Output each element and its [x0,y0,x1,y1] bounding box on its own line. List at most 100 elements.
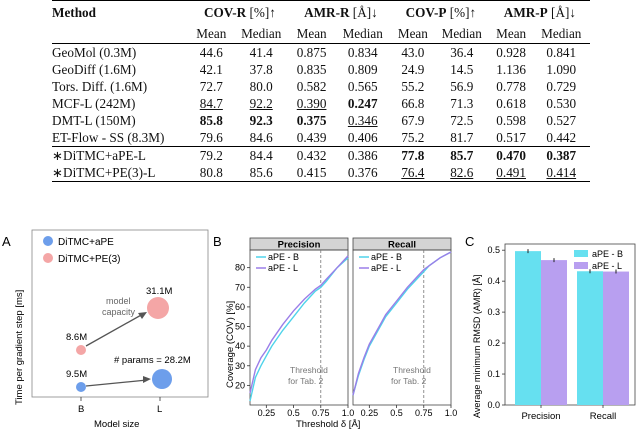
table-subheader-row: Mean Median Mean Median Mean Median Mean… [52,23,590,44]
ytick-label: 30 [235,361,245,371]
results-table-container: Method COV-R [%]↑ AMR-R [Å]↓ COV-P [%]↑ … [52,0,590,182]
table-row: ∗DiTMC+aPE-L 79.2 84.4 0.432 0.386 77.8 85.7 0.… [52,146,590,165]
xtick-label: 1.0 [445,408,458,418]
value-cell: 72.5 [450,113,474,128]
method-cell: DMT-L (150M) [52,113,136,128]
capacity-label-2: capacity [102,307,136,317]
subheader-cell: Median [342,25,383,41]
ytick-label: 60 [235,302,245,312]
legend-label-c-l: aPE - L [592,261,622,271]
xtick-b: B [78,404,84,415]
bar-precision-ape-l [541,260,567,405]
value-cell: 85.8 [199,113,223,128]
value-cell: 1.136 [496,62,526,77]
bar-precision-ape-b [515,251,541,405]
value-cell: 36.4 [450,45,474,60]
table-row: Tors. Diff. (1.6M) 72.7 80.0 0.582 0.565 55.2… [52,78,590,95]
category-label: Recall [590,411,616,422]
value-cell: 42.1 [199,62,223,77]
value-cell: 44.6 [199,45,223,60]
threshold-note-prec-2: for Tab. 2 [288,376,324,386]
series-line-ape-l [352,251,452,396]
ytick-label: 0.5 [487,245,500,255]
panel-b: B Precision Recall 20 30 40 50 60 70 80 0.25 0.5… [213,234,457,430]
group-header-amr-r: AMR-R [Å]↓ [304,4,378,20]
xtick-label: 0.75 [312,408,330,418]
value-cell: 0.376 [347,165,378,180]
category-label: Precision [521,411,560,422]
xtick-l: L [157,404,162,415]
value-cell: 0.386 [347,148,378,163]
value-cell: 0.582 [296,79,327,94]
table-row: ∗DiTMC+PE(3)-L 80.8 85.6 0.415 0.376 76.4 82.6… [52,164,590,182]
arrowhead-ape [143,376,151,383]
method-cell: Tors. Diff. (1.6M) [52,79,148,94]
value-cell: 0.406 [347,130,378,145]
value-cell: 0.415 [296,165,327,180]
value-cell: 24.9 [401,62,425,77]
panel-a-letter: A [2,234,11,249]
legend-swatch-c-b [574,250,588,257]
value-cell: 0.439 [296,130,327,145]
method-cell: GeoDiff (1.6M) [52,62,136,77]
panel-b-xlabel: Threshold δ [Å] [296,419,360,430]
value-cell: 79.2 [199,148,223,163]
legend-label-pe3: DiTMC+PE(3) [58,254,121,265]
threshold-note-rec-1: Threshold [393,365,431,375]
results-table: Method COV-R [%]↑ AMR-R [Å]↓ COV-P [%]↑ … [52,0,590,182]
value-cell: 0.875 [296,45,327,60]
value-cell: 0.729 [546,79,577,94]
ytick-label: 0.2 [487,338,500,348]
legend-label-l-rec: aPE - L [371,263,401,273]
xtick-label: 1.0 [342,408,355,418]
subheader-cell: Mean [496,25,527,41]
value-cell: 0.387 [546,148,577,163]
value-cell: 79.6 [199,130,223,145]
value-cell: 0.442 [546,130,577,145]
value-cell: 92.2 [249,96,273,111]
recall-title: Recall [388,240,416,251]
value-cell: 85.7 [450,148,474,163]
threshold-note-prec-1: Threshold [290,365,328,375]
value-cell: 84.7 [199,96,223,111]
ytick-label: 80 [235,263,245,273]
value-cell: 0.390 [296,96,327,111]
arrowhead-pe3 [138,312,147,319]
legend-label-ape: DiTMC+aPE [58,237,114,248]
ytick-label: 70 [235,282,245,292]
arrow-ape [85,379,148,387]
ytick-label: 0.3 [487,307,500,317]
legend-label-b-rec: aPE - B [371,252,402,262]
precision-plot-frame [249,249,349,406]
method-cell: GeoMol (0.3M) [52,45,137,60]
method-cell: ∗DiTMC+aPE-L [52,148,146,163]
panel-a: A DiTMC+aPE DiTMC+PE(3) 8.6M 31.1M 9.5M … [2,229,209,430]
value-cell: 76.4 [401,165,425,180]
value-cell: 77.8 [401,148,425,163]
panel-b-ylabel: Coverage (COV) [%] [225,301,236,388]
group-header-amr-p: AMR-P [Å]↓ [503,4,576,20]
subheader-cell: Median [241,25,282,41]
legend-marker-pe3 [43,253,53,263]
panel-c-ylabel: Average minimum RMSD (AMR) [Å] [472,275,482,418]
recall-plot-frame [352,249,452,406]
figure-panels: A DiTMC+aPE DiTMC+PE(3) 8.6M 31.1M 9.5M … [2,229,636,430]
value-cell: 75.2 [401,130,425,145]
panel-a-ylabel: Time per gradient step [ms] [14,290,25,405]
value-cell: 0.375 [296,113,327,128]
capacity-label-1: model [106,296,131,306]
label-b-ape: 9.5M [66,369,87,380]
bubble-ape-b [76,382,86,392]
value-cell: 0.530 [546,96,577,111]
value-cell: 0.491 [496,165,526,180]
xtick-label: 0.5 [287,408,300,418]
value-cell: 43.0 [401,45,425,60]
xtick-label: 0.25 [258,408,276,418]
value-cell: 56.9 [450,79,474,94]
value-cell: 14.5 [450,62,474,77]
table-row: GeoDiff (1.6M) 42.1 37.8 0.835 0.809 24.9 14.5… [52,61,590,78]
value-cell: 84.4 [249,148,273,163]
series-line-ape-l [249,255,349,394]
value-cell: 84.6 [249,130,273,145]
table-row: ET-Flow - SS (8.3M) 79.6 84.6 0.439 0.406 75.… [52,129,590,147]
